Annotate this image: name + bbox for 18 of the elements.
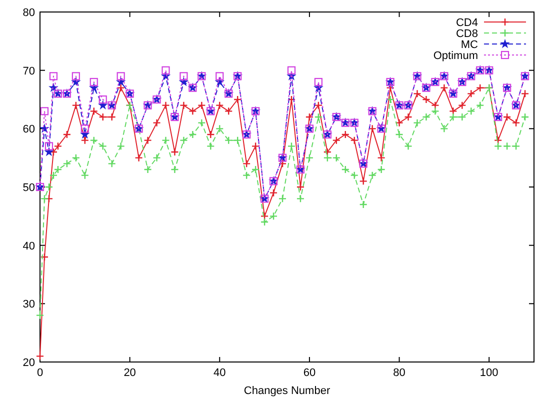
x-axis-title: Changes Number: [244, 385, 330, 397]
x-tick-label: 20: [124, 367, 136, 379]
legend-label: CD8: [456, 28, 478, 40]
y-tick-label: 70: [22, 65, 35, 78]
y-tick-label: 50: [22, 182, 35, 194]
x-tick-label: 60: [303, 367, 316, 379]
x-tick-label: 40: [214, 367, 226, 379]
x-tick-label: 0: [36, 367, 44, 379]
y-tick-label: 60: [22, 124, 35, 136]
x-tick-label: 80: [393, 367, 406, 379]
y-tick-label: 30: [22, 298, 35, 311]
x-tick-label: 100: [480, 367, 498, 379]
legend-label: MC: [460, 39, 478, 51]
legend-label: Optimum: [433, 50, 478, 62]
y-tick-label: 40: [22, 240, 35, 252]
legend-label: CD4: [456, 17, 478, 29]
y-tick-label: 20: [22, 357, 35, 369]
y-tick-label: 80: [22, 7, 35, 19]
